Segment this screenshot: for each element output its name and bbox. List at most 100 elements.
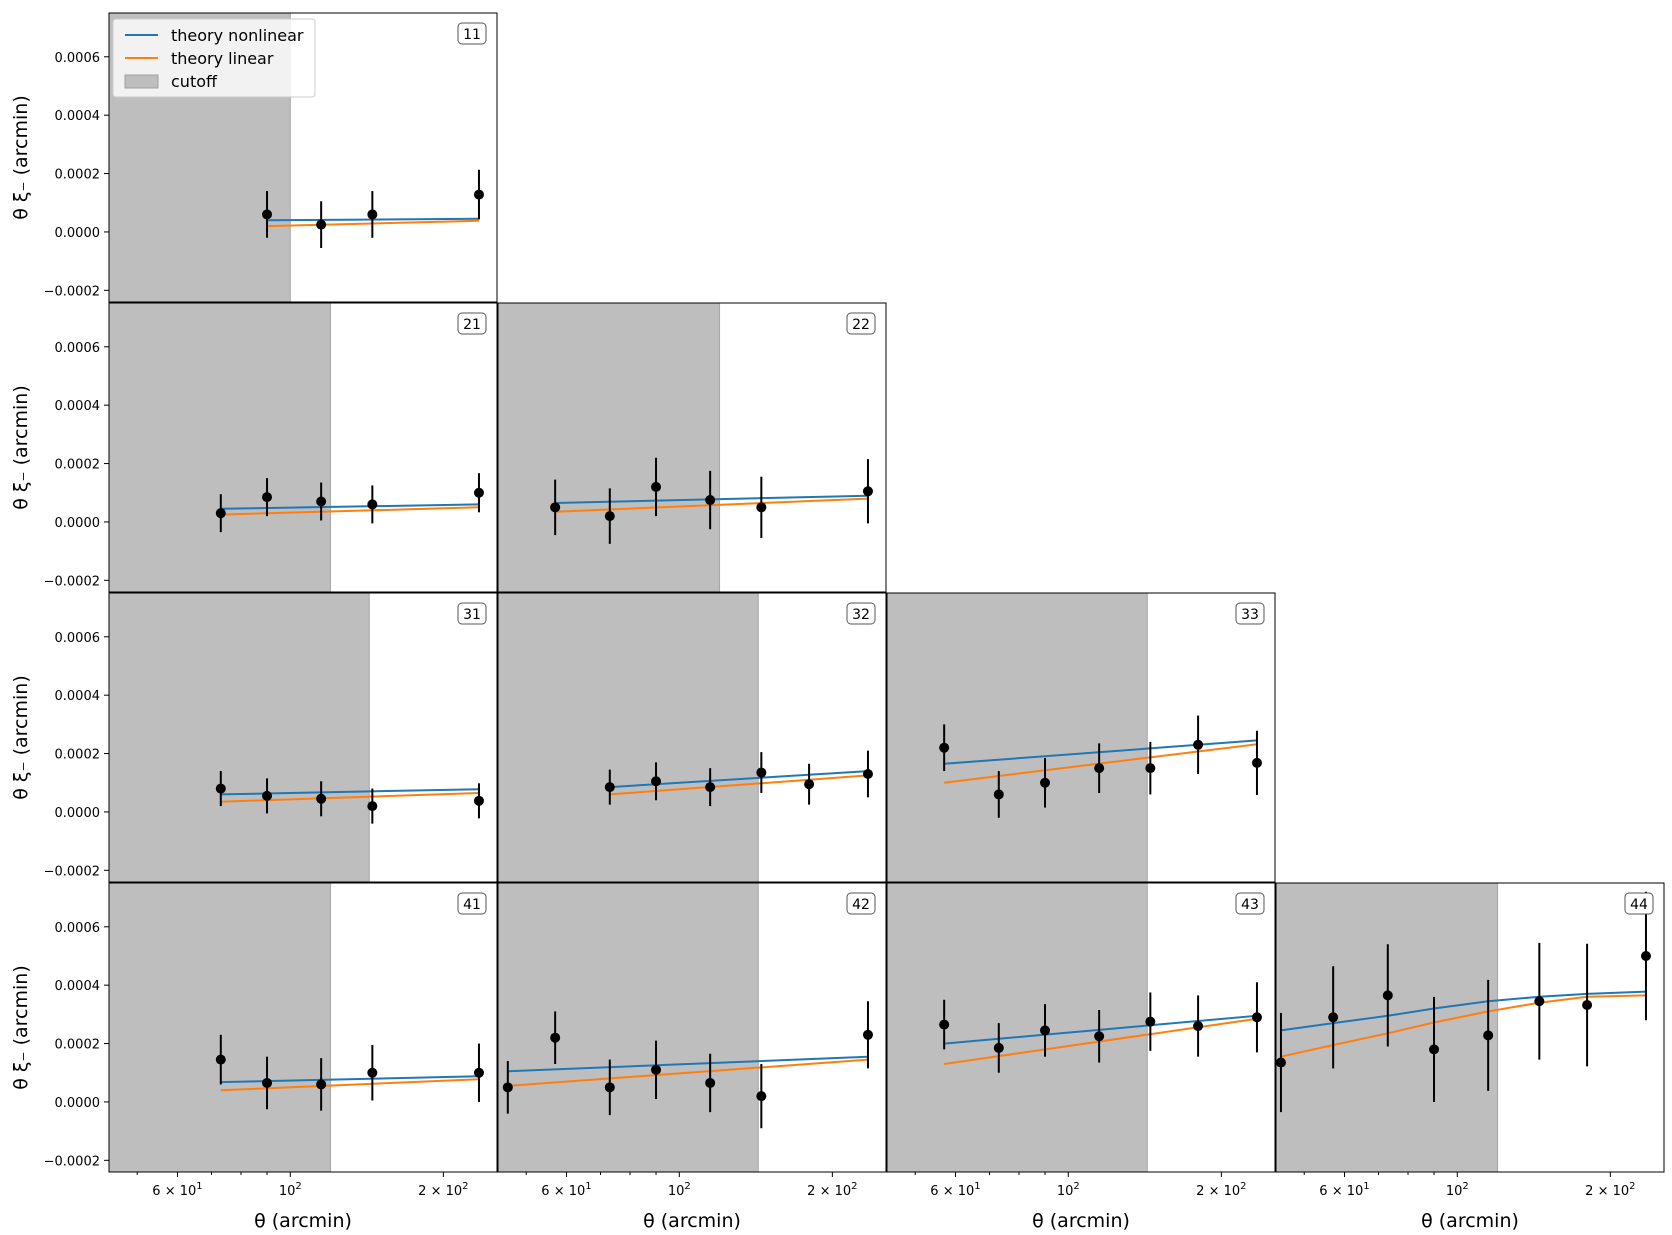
panel-44: 44 6 × 101 102 2 × 102 θ (arcmin) [1275,882,1665,1232]
panel-frame [108,302,498,593]
data-point [1094,1031,1105,1042]
y-tick-label: 0.0000 [55,806,101,821]
panel-frame [886,882,1276,1173]
y-tick-label: 0.0006 [55,631,101,646]
panel-frame [497,592,887,883]
data-point [705,1077,716,1088]
cutoff-region [887,883,1148,1172]
data-point [1534,996,1545,1007]
theory-nonlinear-line [220,503,480,510]
data-point [862,768,873,779]
data-point [262,209,273,220]
data-point [316,496,327,507]
y-tick-label: 0.0004 [55,689,101,704]
x-axis-label: θ (arcmin) [1032,1210,1130,1232]
panel-frame [1275,882,1665,1173]
legend-cutoff-swatch [124,74,159,89]
data-point [651,481,662,492]
x-axis-label: θ (arcmin) [254,1210,352,1232]
panel-label: 11 [463,27,481,43]
theory-linear-line [220,1078,480,1092]
cutoff-region [498,883,759,1172]
y-axis-label: θ ξ₋ (arcmin) [10,965,32,1089]
legend-nonlinear-label: theory nonlinear [171,26,304,45]
x-tick-label: 2 × 102 [807,1181,857,1199]
y-tick-label: 0.0006 [55,341,101,356]
cutoff-region [498,303,721,592]
data-point [1251,1012,1262,1023]
panel-label-box [846,892,876,915]
theory-linear-line [555,497,869,513]
panel-label: 31 [463,607,481,623]
y-tick-label: 0.0004 [55,979,101,994]
data-point [993,1042,1004,1053]
cutoff-region [109,593,370,882]
panel-label-box [457,602,487,625]
data-point [367,209,378,220]
x-tick-label: 2 × 102 [1585,1181,1635,1199]
cutoff-region [109,303,332,592]
legend-frame [112,18,316,98]
data-point [550,502,561,513]
y-axis-label: θ ξ₋ (arcmin) [10,675,32,799]
x-tick-label: 2 × 102 [418,1181,468,1199]
panel-label-box [846,602,876,625]
panel-label-box [1235,602,1265,625]
data-point [550,1032,561,1043]
panel-31: 31 −0.0002 0.0000 0.0002 0.0004 0.0006 θ ξ₋ (a… [10,592,498,883]
x-tick-label: 102 [279,1181,302,1199]
y-tick-label: 0.0002 [55,168,101,183]
cutoff-region [498,593,759,882]
y-axis-label: θ ξ₋ (arcmin) [10,385,32,509]
panel-label: 21 [463,317,481,333]
y-tick-label: 0.0000 [55,516,101,531]
panel-label-box [457,312,487,335]
panel-label: 42 [852,897,870,913]
theory-linear-line [220,506,480,516]
panel-frame [108,12,498,303]
panel-label-box [457,22,487,45]
x-tick-label: 102 [668,1181,691,1199]
data-point [262,790,273,801]
data-point [604,1082,615,1093]
theory-linear-line [609,774,869,796]
panel-frame [497,302,887,593]
y-tick-label: 0.0002 [55,748,101,763]
y-tick-label: −0.0002 [44,284,100,299]
panel-43: 43 6 × 101 102 2 × 102 θ (arcmin) [886,882,1276,1232]
panel-label: 22 [852,317,870,333]
data-point [215,508,226,519]
data-point [651,776,662,787]
y-tick-label: 0.0004 [55,399,101,414]
cutoff-region [109,883,332,1172]
y-tick-label: 0.0002 [55,458,101,473]
panel-label: 33 [1241,607,1259,623]
data-point [604,511,615,522]
panel-41: 41 −0.0002 0.0000 0.0002 0.0004 0.0006 θ ξ₋ (a… [10,882,498,1232]
data-point [367,801,378,812]
panel-frame [497,882,887,1173]
y-tick-label: −0.0002 [44,1154,100,1169]
data-point [993,789,1004,800]
x-tick-label: 102 [1057,1181,1080,1199]
y-tick-label: 0.0000 [55,1096,101,1111]
x-axis-label: θ (arcmin) [1421,1210,1519,1232]
x-tick-label: 6 × 101 [152,1181,202,1199]
data-point [1382,990,1393,1001]
data-point [1483,1030,1494,1041]
data-point [1145,763,1156,774]
data-point [862,1029,873,1040]
data-point [1145,1016,1156,1027]
legend-cutoff-label: cutoff [171,72,218,91]
data-point [262,1077,273,1088]
y-tick-label: −0.0002 [44,574,100,589]
theory-linear-line [220,792,480,803]
data-point [215,783,226,794]
theory-linear-line [507,1058,869,1087]
x-tick-label: 6 × 101 [1319,1181,1369,1199]
panel-label: 32 [852,607,870,623]
data-point [215,1054,226,1065]
legend: theory nonlinear theory linear cutoff [112,18,316,98]
y-tick-label: 0.0006 [55,921,101,936]
data-point [1094,763,1105,774]
